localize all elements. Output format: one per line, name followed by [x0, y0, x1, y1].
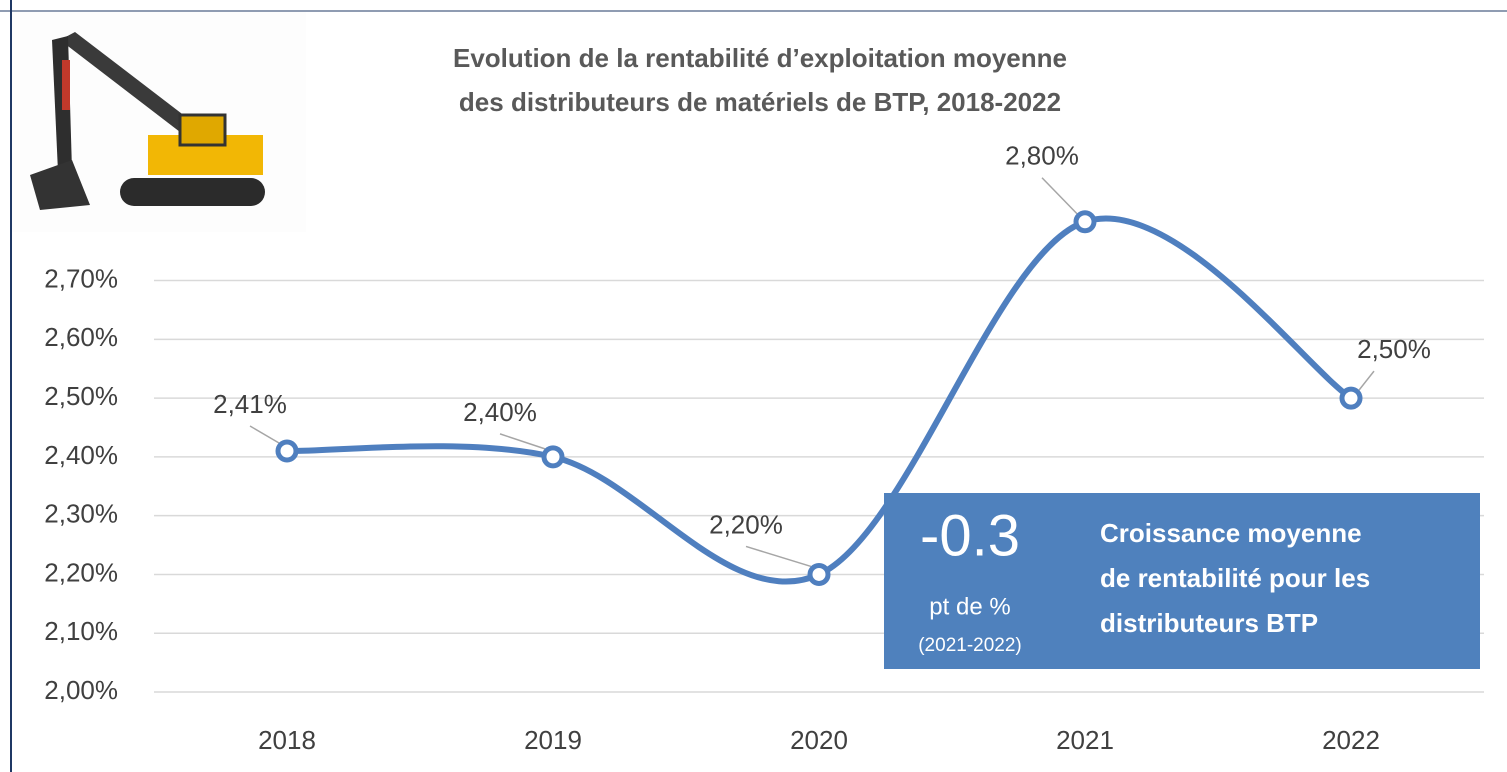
chart-title: des distributeurs de matériels de BTP, 2…: [459, 87, 1061, 117]
marker: [1073, 210, 1097, 234]
y-tick-label: 2,10%: [44, 616, 118, 646]
callout-unit: pt de %: [929, 593, 1010, 620]
y-tick-label: 2,50%: [44, 381, 118, 411]
x-tick-label: 2019: [524, 725, 582, 755]
line: [286, 215, 1353, 585]
callout-box: [884, 493, 1480, 669]
callout-text: de rentabilité pour les: [1100, 563, 1370, 593]
plot: 2,00% 2,10% 2,20% 2,30% 2,40% 2,50% 2,60% 2,70%…: [44, 141, 1431, 755]
y-tick-label: 2,00%: [44, 675, 118, 705]
x-tick-label: 2018: [258, 725, 316, 755]
leader-line: [249, 425, 280, 444]
grid: [154, 279, 1484, 693]
y-tick-label: 2,70%: [44, 263, 118, 293]
data-label: 2,80%: [1005, 141, 1079, 171]
y-tick-label: 2,30%: [44, 499, 118, 529]
data-label: 2,50%: [1357, 334, 1431, 364]
marker: [1339, 386, 1363, 410]
x-tick-label: 2022: [1322, 725, 1380, 755]
x-tick-label: 2020: [790, 725, 848, 755]
callout-period: (2021-2022): [918, 635, 1022, 656]
marker: [807, 562, 831, 586]
callout-text: Croissance moyenne: [1100, 518, 1362, 548]
y-tick-label: 2,20%: [44, 557, 118, 587]
x-tick-label: 2021: [1056, 725, 1114, 755]
leader-line: [745, 545, 812, 568]
marker: [541, 445, 565, 469]
excavator-image: [12, 12, 306, 232]
y-tick-label: 2,40%: [44, 440, 118, 470]
data-label: 2,40%: [463, 397, 537, 427]
chart-title: Evolution de la rentabilité d’exploitati…: [453, 43, 1067, 73]
marker: [275, 439, 299, 463]
data-label: 2,41%: [213, 389, 287, 419]
leader-line: [1358, 370, 1375, 391]
callout-value: -0.3: [920, 503, 1020, 568]
y-tick-label: 2,60%: [44, 322, 118, 352]
data-label: 2,20%: [709, 509, 783, 539]
leader-line: [499, 433, 546, 450]
callout: -0.3 pt de % (2021-2022) Croissance moye…: [884, 493, 1480, 669]
leader-line: [1041, 177, 1078, 215]
callout-text: distributeurs BTP: [1100, 608, 1318, 638]
